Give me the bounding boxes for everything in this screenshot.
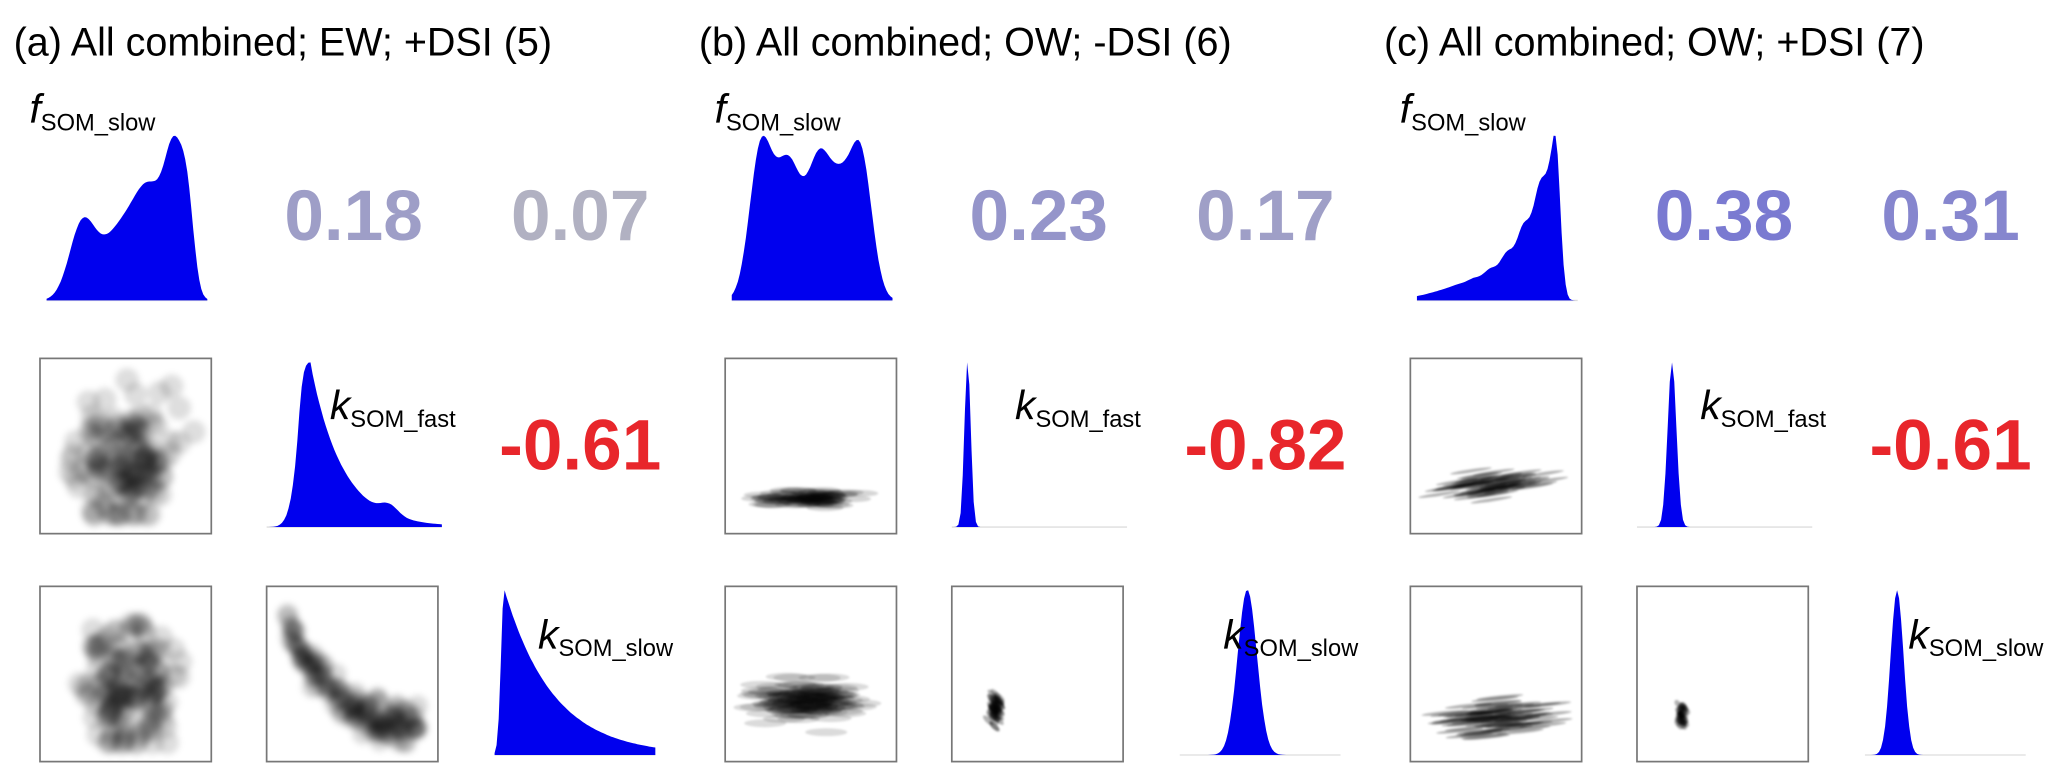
variable-label: kSOM_fast xyxy=(1015,382,1141,433)
density xyxy=(46,135,208,301)
density xyxy=(951,362,1128,528)
correlation: -0.82 xyxy=(1184,406,1346,485)
scatter-cell xyxy=(1409,357,1583,535)
panel: (b) All combined; OW; -DSI (6)fSOM_slowk… xyxy=(699,20,1359,763)
scatter-cloud xyxy=(733,672,882,737)
scatter-cloud xyxy=(58,368,206,527)
panel: (a) All combined; EW; +DSI (5)fSOM_slowk… xyxy=(14,20,674,763)
density xyxy=(1636,362,1813,528)
label-symbol: f xyxy=(29,86,44,132)
correlation: 0.17 xyxy=(1196,177,1334,256)
density xyxy=(1864,590,2026,756)
scatter-frame xyxy=(1409,357,1583,535)
variable-label: fSOM_slow xyxy=(715,86,842,137)
correlation: 0.31 xyxy=(1881,177,2019,256)
scatter-cloud xyxy=(276,603,429,754)
density xyxy=(1416,135,1578,301)
scatter-cloud xyxy=(1418,467,1569,504)
correlation: 0.07 xyxy=(511,177,649,256)
label-symbol: f xyxy=(715,86,730,132)
scatter-cell xyxy=(39,585,213,763)
label-symbol: k xyxy=(330,382,353,428)
variable-label: kSOM_slow xyxy=(1908,611,2044,662)
variable-label: kSOM_slow xyxy=(1223,611,1359,662)
scatter-cloud xyxy=(982,689,1006,732)
scatter-cloud xyxy=(741,486,879,512)
scatter-cell xyxy=(950,585,1124,763)
label-symbol: k xyxy=(1908,611,1931,657)
variable-label: kSOM_slow xyxy=(538,611,674,662)
scatter-cloud xyxy=(1674,699,1691,730)
correlation: 0.38 xyxy=(1655,177,1793,256)
label-subscript: SOM_fast xyxy=(1035,407,1141,433)
panel: (c) All combined; OW; +DSI (7)fSOM_slowk… xyxy=(1384,20,2044,763)
label-subscript: SOM_slow xyxy=(1929,636,2044,662)
correlation: -0.61 xyxy=(1870,406,2032,485)
scatter-cell xyxy=(724,585,898,763)
variable-label: fSOM_slow xyxy=(29,86,156,137)
scatter-cell xyxy=(265,585,439,763)
label-subscript: SOM_slow xyxy=(558,636,673,662)
panel-title: (c) All combined; OW; +DSI (7) xyxy=(1384,20,1925,64)
scatter-cell xyxy=(1636,585,1810,763)
scatter-frame xyxy=(724,585,898,763)
label-symbol: k xyxy=(1223,611,1246,657)
density xyxy=(494,590,656,756)
label-subscript: SOM_slow xyxy=(726,110,841,136)
correlation: 0.18 xyxy=(284,177,422,256)
label-subscript: SOM_slow xyxy=(1411,110,1526,136)
label-subscript: SOM_fast xyxy=(1721,407,1827,433)
density xyxy=(266,362,442,528)
scatter-frame xyxy=(1636,585,1810,763)
label-symbol: k xyxy=(1015,382,1038,428)
variable-label: fSOM_slow xyxy=(1400,86,1527,137)
density xyxy=(731,135,893,301)
scatter-frame xyxy=(950,585,1124,763)
label-symbol: k xyxy=(538,611,561,657)
variable-label: kSOM_fast xyxy=(330,382,456,433)
scatter-cell xyxy=(724,357,898,535)
scatter-cloud xyxy=(67,612,193,755)
correlation: 0.23 xyxy=(970,177,1108,256)
label-subscript: SOM_fast xyxy=(350,407,456,433)
label-symbol: f xyxy=(1400,86,1415,132)
label-symbol: k xyxy=(1700,382,1723,428)
scatter-cloud xyxy=(1421,694,1573,740)
label-subscript: SOM_slow xyxy=(41,110,156,136)
density xyxy=(1179,590,1341,756)
label-subscript: SOM_slow xyxy=(1244,636,1359,662)
correlation: -0.61 xyxy=(499,406,661,485)
panel-title: (b) All combined; OW; -DSI (6) xyxy=(699,20,1232,64)
variable-label: kSOM_fast xyxy=(1700,382,1826,433)
scatter-cell xyxy=(1409,585,1583,763)
panel-title: (a) All combined; EW; +DSI (5) xyxy=(14,20,552,64)
scatter-cell xyxy=(39,357,213,535)
